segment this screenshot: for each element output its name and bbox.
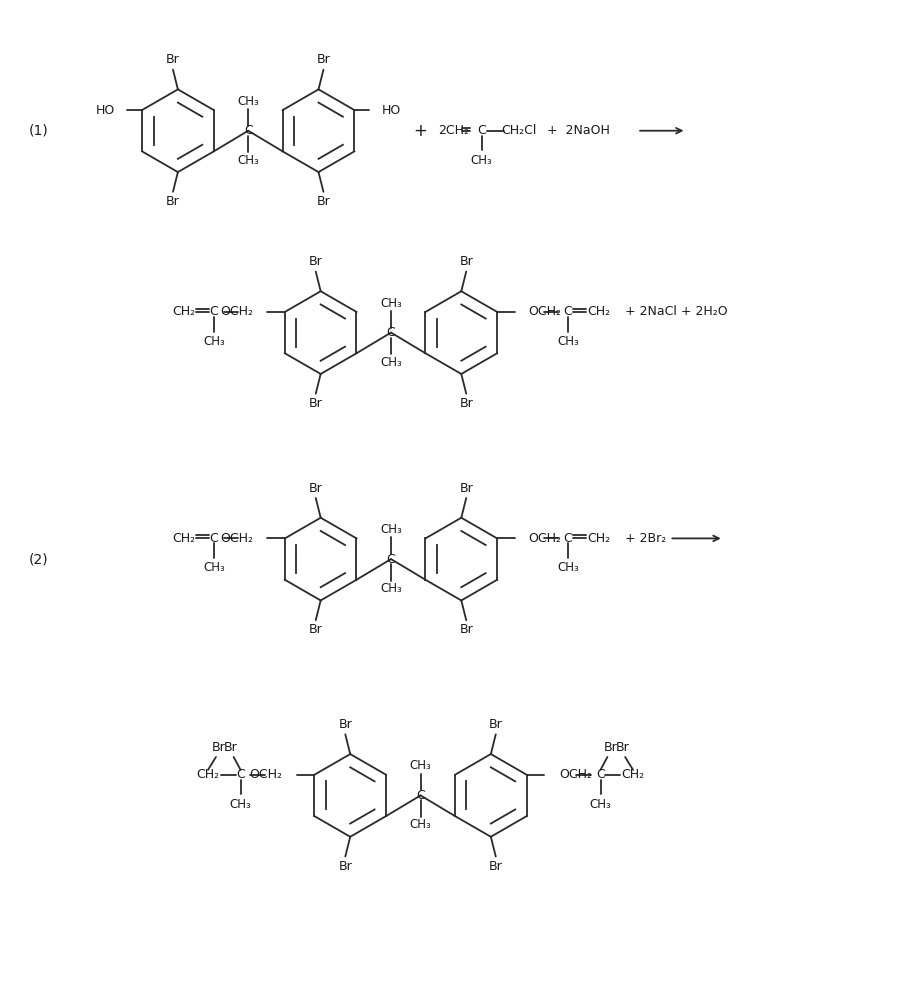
Text: C: C [563, 305, 572, 318]
Text: CH₂: CH₂ [197, 768, 219, 781]
Text: +  2NaOH: + 2NaOH [547, 124, 610, 137]
Text: CH₃: CH₃ [203, 561, 225, 574]
Text: CH₃: CH₃ [380, 297, 402, 310]
Text: C: C [563, 532, 572, 545]
Text: CH₃: CH₃ [470, 154, 492, 167]
Text: C: C [244, 124, 253, 137]
Text: Br: Br [460, 482, 473, 495]
Text: Br: Br [603, 741, 617, 754]
Text: CH₃: CH₃ [410, 818, 431, 831]
Text: OCH₂: OCH₂ [529, 532, 561, 545]
Text: CH₂Cl: CH₂Cl [501, 124, 537, 137]
Text: CH₃: CH₃ [557, 335, 579, 348]
Text: CH₃: CH₃ [229, 798, 251, 811]
Text: Br: Br [615, 741, 629, 754]
Text: Br: Br [460, 623, 473, 636]
Text: Br: Br [308, 255, 323, 268]
Text: Br: Br [212, 741, 226, 754]
Text: (2): (2) [28, 552, 48, 566]
Text: C: C [387, 553, 395, 566]
Text: CH₃: CH₃ [590, 798, 612, 811]
Text: CH₂: CH₂ [172, 532, 195, 545]
Text: Br: Br [489, 860, 502, 873]
Text: Br: Br [489, 718, 502, 731]
Text: (1): (1) [28, 124, 48, 138]
Text: OCH₂: OCH₂ [249, 768, 282, 781]
Text: Br: Br [308, 397, 323, 410]
Text: CH₃: CH₃ [238, 154, 259, 167]
Text: C: C [596, 768, 605, 781]
Text: OCH₂: OCH₂ [529, 305, 561, 318]
Text: CH₃: CH₃ [380, 356, 402, 369]
Text: CH₃: CH₃ [203, 335, 225, 348]
Text: Br: Br [339, 718, 352, 731]
Text: Br: Br [167, 195, 180, 208]
Text: CH₃: CH₃ [380, 523, 402, 536]
Text: CH₃: CH₃ [410, 759, 431, 772]
Text: C: C [237, 768, 245, 781]
Text: + 2Br₂: + 2Br₂ [625, 532, 666, 545]
Text: CH₂: CH₂ [172, 305, 195, 318]
Text: HO: HO [382, 104, 401, 117]
Text: +: + [414, 122, 428, 140]
Text: OCH₂: OCH₂ [559, 768, 592, 781]
Text: Br: Br [167, 53, 180, 66]
Text: C: C [387, 326, 395, 339]
Text: CH₃: CH₃ [238, 95, 259, 108]
Text: CH₃: CH₃ [380, 582, 402, 595]
Text: HO: HO [96, 104, 115, 117]
Text: Br: Br [317, 195, 330, 208]
Text: OCH₂: OCH₂ [220, 305, 253, 318]
Text: Br: Br [308, 482, 323, 495]
Text: Br: Br [224, 741, 238, 754]
Text: + 2NaCl + 2H₂O: + 2NaCl + 2H₂O [625, 305, 728, 318]
Text: CH₃: CH₃ [557, 561, 579, 574]
Text: C: C [416, 789, 425, 802]
Text: C: C [477, 124, 486, 137]
Text: CH₂: CH₂ [587, 532, 610, 545]
Text: C: C [209, 532, 218, 545]
Text: Br: Br [317, 53, 330, 66]
Text: Br: Br [339, 860, 352, 873]
Text: Br: Br [460, 397, 473, 410]
Text: 2CH₂: 2CH₂ [439, 124, 470, 137]
Text: CH₂: CH₂ [622, 768, 644, 781]
Text: CH₂: CH₂ [587, 305, 610, 318]
Text: C: C [209, 305, 218, 318]
Text: OCH₂: OCH₂ [220, 532, 253, 545]
Text: Br: Br [460, 255, 473, 268]
Text: Br: Br [308, 623, 323, 636]
